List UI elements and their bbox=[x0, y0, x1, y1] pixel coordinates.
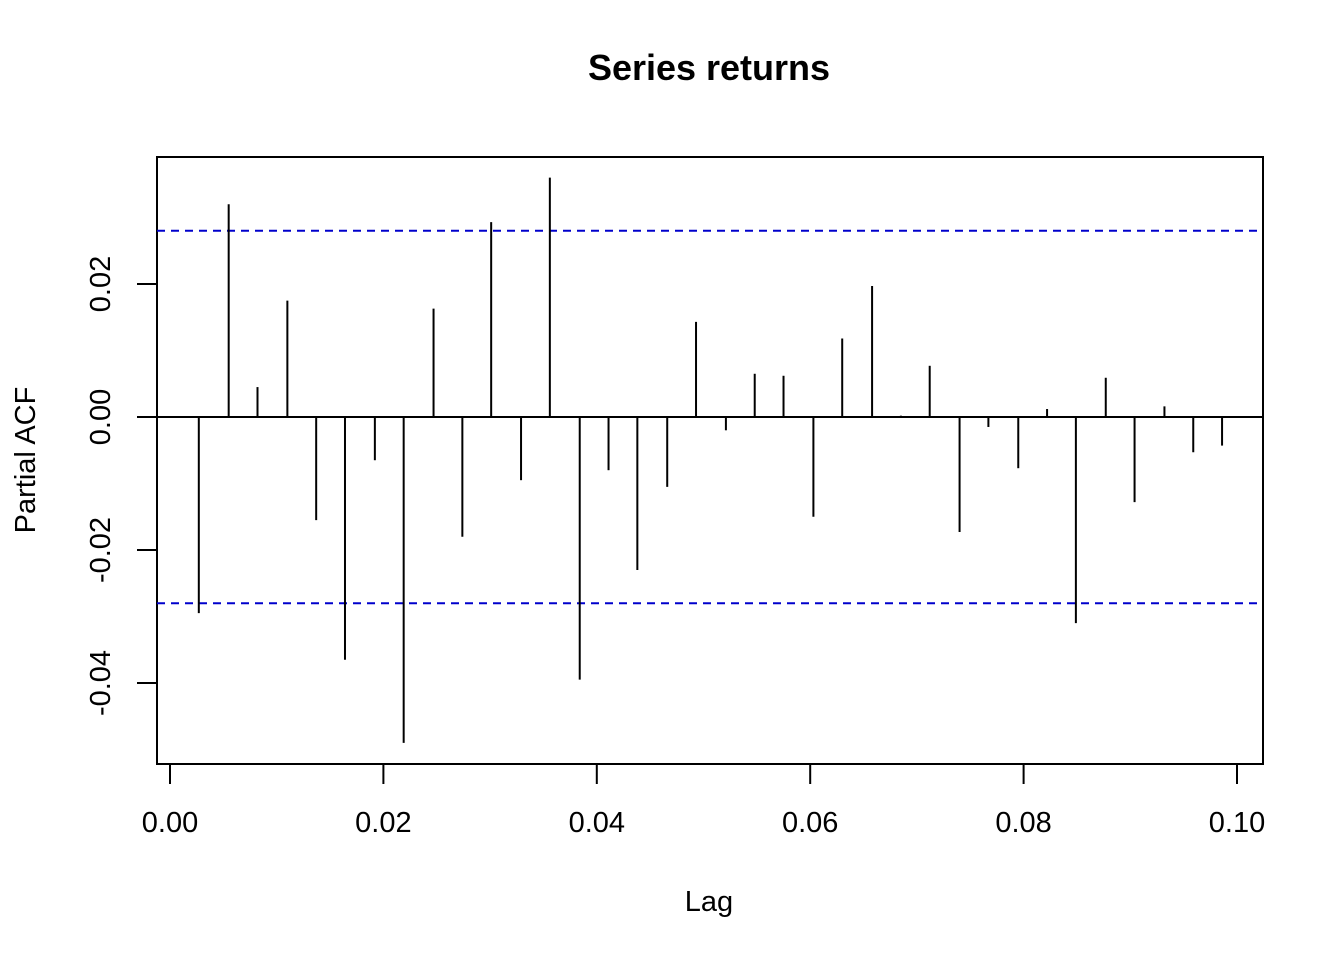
pacf-spikes bbox=[197, 177, 1224, 743]
plot-frame bbox=[156, 156, 1264, 765]
y-tick-label: 0.02 bbox=[85, 256, 117, 312]
y-tick-label: -0.04 bbox=[85, 650, 117, 716]
y-tick-label: 0.00 bbox=[85, 389, 117, 445]
y-axis-label: Partial ACF bbox=[10, 387, 42, 534]
x-tick-label: 0.10 bbox=[1209, 807, 1265, 839]
y-tick-label: -0.02 bbox=[85, 517, 117, 583]
x-tick-label: 0.00 bbox=[142, 807, 198, 839]
x-axis: 0.00 0.02 0.04 0.06 0.08 0.10 bbox=[142, 763, 1265, 839]
x-tick-label: 0.06 bbox=[782, 807, 838, 839]
x-tick-label: 0.08 bbox=[995, 807, 1051, 839]
y-axis: -0.04 -0.02 0.00 0.02 bbox=[85, 256, 158, 716]
chart-title: Series returns bbox=[588, 47, 830, 88]
x-axis-label: Lag bbox=[685, 886, 733, 918]
x-tick-label: 0.02 bbox=[355, 807, 411, 839]
x-tick-label: 0.04 bbox=[569, 807, 625, 839]
